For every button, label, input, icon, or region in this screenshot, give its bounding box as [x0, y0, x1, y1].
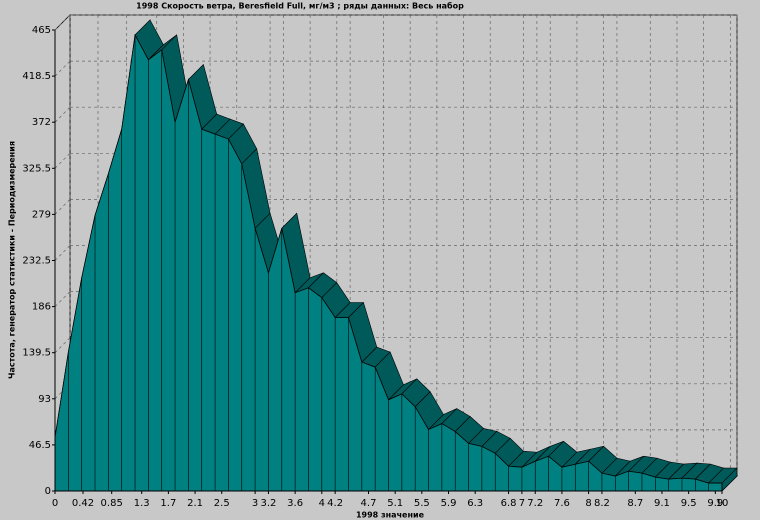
y-axis-label: Частота, генератор статистики - Периодиз… [8, 141, 17, 379]
chart-title: 1998 Скорость ветра, Beresfield Full, мг… [136, 1, 464, 11]
y-tick-label: 325.5 [22, 163, 51, 174]
y-tick-label: 418.5 [22, 71, 51, 82]
x-axis-label: 1998 значение [356, 511, 425, 520]
x-tick-label: 4 [319, 498, 325, 509]
x-tick-label: 8.7 [627, 498, 643, 509]
x-tick-label: 4.2 [327, 498, 343, 509]
y-tick-label: 279 [32, 209, 51, 220]
x-tick-label: 1.7 [160, 498, 176, 509]
x-tick-label: 6.8 [501, 498, 517, 509]
x-tick-label: 3 [252, 498, 258, 509]
x-tick-label: 3.6 [287, 498, 303, 509]
y-tick-label: 46.5 [29, 440, 51, 451]
y-tick-label: 186 [32, 302, 51, 313]
x-tick-label: 9.1 [654, 498, 670, 509]
area-front [54, 33, 723, 492]
x-tick-label: 9.9 [707, 498, 723, 509]
x-tick-label: 7 [519, 498, 525, 509]
x-tick-label: 2.1 [187, 498, 203, 509]
x-tick-label: 4.7 [361, 498, 377, 509]
y-tick-label: 93 [38, 394, 51, 405]
x-tick-label: 0.42 [72, 498, 94, 509]
y-tick-label: 372 [32, 117, 51, 128]
x-tick-label: 8 [585, 498, 591, 509]
y-tick-label: 465 [32, 25, 51, 36]
x-tick-label: 6.3 [467, 498, 483, 509]
y-tick-label: 139.5 [22, 348, 51, 359]
x-tick-label: 10 [716, 498, 729, 509]
x-tick-label: 1.3 [134, 498, 150, 509]
y-tick-label: 232.5 [22, 256, 51, 267]
x-tick-label: 5.9 [441, 498, 457, 509]
x-tick-label: 7.2 [527, 498, 543, 509]
x-tick-label: 9.5 [681, 498, 697, 509]
x-tick-label: 5.1 [387, 498, 403, 509]
x-tick-label: 8.2 [594, 498, 610, 509]
x-tick-label: 7.6 [554, 498, 570, 509]
x-tick-label: 0 [52, 498, 58, 509]
x-tick-label: 0.85 [101, 498, 123, 509]
x-tick-label: 3.2 [260, 498, 276, 509]
y-tick-label: 0 [45, 486, 51, 497]
x-tick-label: 5.5 [414, 498, 430, 509]
x-tick-label: 2.5 [214, 498, 230, 509]
